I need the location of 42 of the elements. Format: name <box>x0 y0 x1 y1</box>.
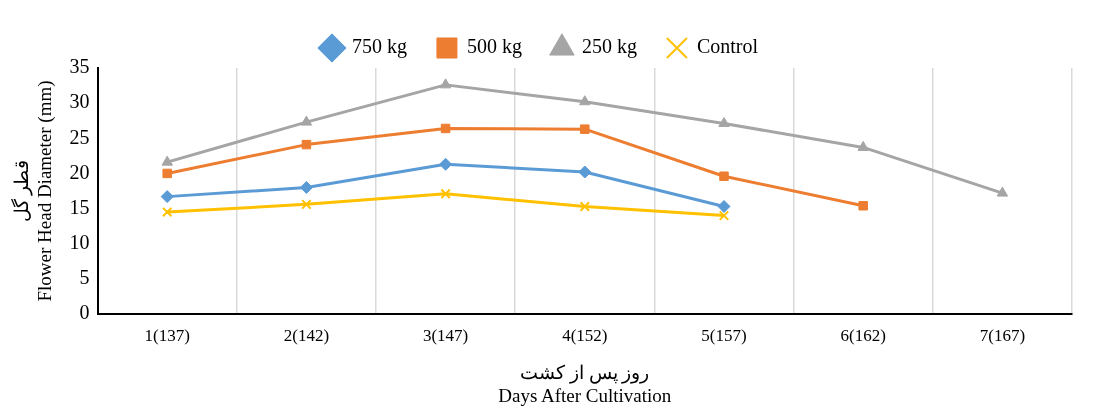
legend-label: 500 kg <box>466 35 522 59</box>
x-tick-label: 3(147) <box>422 325 469 345</box>
point <box>299 180 313 194</box>
point <box>439 78 452 89</box>
point <box>579 201 591 212</box>
legend-label: 750 kg <box>351 35 407 59</box>
y-tick-label: 5 <box>79 266 90 289</box>
y-tick-label: 10 <box>69 230 90 253</box>
point <box>440 188 451 200</box>
y-tick-label: 0 <box>79 301 90 324</box>
point <box>579 95 591 106</box>
x-tick-label: 1(137) <box>144 325 190 345</box>
point <box>162 168 172 179</box>
point <box>719 171 729 181</box>
x-tick-label: 6(162) <box>840 325 886 345</box>
y-tick-label: 15 <box>69 195 90 218</box>
point <box>718 210 730 221</box>
point <box>161 155 173 166</box>
point <box>857 140 869 151</box>
point <box>160 190 174 204</box>
y-tick-label: 25 <box>69 125 90 148</box>
point <box>301 139 312 150</box>
point <box>717 199 731 213</box>
point <box>578 165 592 179</box>
point <box>858 201 868 211</box>
point <box>996 186 1009 197</box>
point <box>440 123 451 134</box>
point <box>300 115 313 126</box>
point <box>580 124 590 134</box>
y-tick-label: 35 <box>69 55 90 78</box>
x-tick-label: 5(157) <box>701 325 747 345</box>
x-tick-label: 4(152) <box>562 325 608 345</box>
x-tick-label: 7(167) <box>979 325 1026 345</box>
point <box>161 206 173 218</box>
y-tick-label: 20 <box>69 160 90 183</box>
point <box>718 117 730 128</box>
legend-label: Control <box>696 35 759 58</box>
point <box>301 199 312 210</box>
x-tick-label: 2(142) <box>283 325 330 345</box>
point <box>439 157 453 171</box>
y-tick-label: 30 <box>69 90 90 113</box>
legend-label: 250 kg <box>581 35 637 59</box>
